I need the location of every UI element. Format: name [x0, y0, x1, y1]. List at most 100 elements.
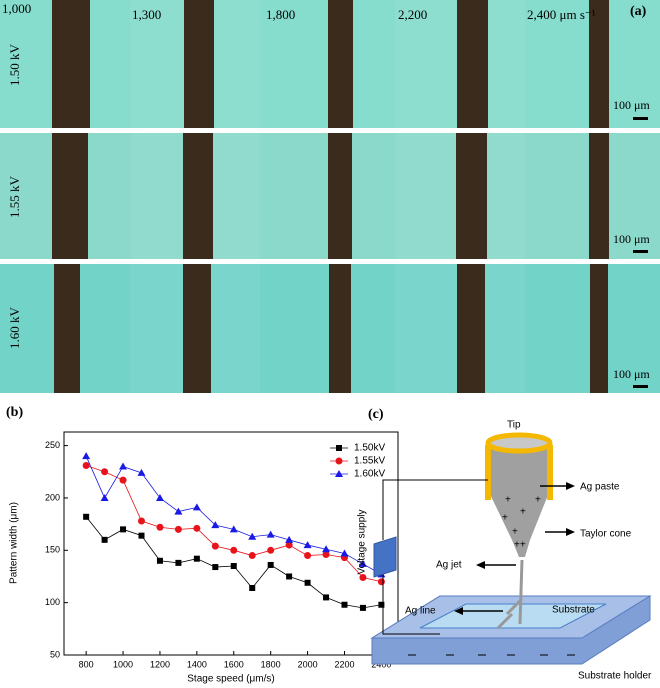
marker: [267, 561, 274, 568]
marker: [359, 604, 366, 611]
marker: [138, 532, 145, 539]
legend-label: 1.50kV: [354, 443, 385, 454]
marker: [359, 574, 367, 582]
marker: [378, 601, 385, 608]
micrograph: [0, 0, 660, 393]
marker: [212, 564, 219, 571]
speed-label: 1,300: [132, 7, 161, 22]
svg-text:+: +: [512, 527, 518, 538]
ag-line-label: Ag line: [405, 606, 436, 617]
tip-label: Tip: [507, 420, 521, 431]
substrate-holder-label: Substrate holder: [578, 671, 652, 682]
voltage-label: 1.50 kV: [7, 43, 22, 86]
marker: [101, 468, 109, 476]
marker: [248, 552, 256, 560]
ag-paste-label: Ag paste: [580, 482, 620, 493]
marker: [229, 525, 238, 533]
marker: [138, 517, 146, 525]
svg-text:++: ++: [514, 540, 526, 551]
marker: [267, 546, 275, 554]
taylor-cone-label: Taylor cone: [580, 529, 632, 540]
marker: [304, 552, 312, 560]
marker: [155, 493, 164, 501]
marker: [322, 550, 330, 558]
speed-label: 2,200: [398, 7, 427, 22]
marker: [285, 541, 293, 549]
y-tick-label: 250: [45, 440, 60, 450]
marker: [304, 579, 311, 586]
marker: [340, 549, 349, 557]
marker: [192, 503, 201, 511]
marker: [174, 525, 182, 533]
marker: [322, 545, 331, 553]
ag-jet-label: Ag jet: [436, 560, 462, 571]
x-tick-label: 1000: [113, 659, 133, 669]
voltage-label: 1.55 kV: [7, 175, 22, 218]
svg-text:+: +: [535, 495, 541, 506]
x-tick-label: 1200: [150, 659, 170, 669]
x-tick-label: 1600: [224, 659, 244, 669]
marker: [285, 535, 294, 543]
marker: [83, 513, 90, 520]
marker: [211, 542, 219, 550]
marker: [341, 601, 348, 608]
marker: [230, 546, 238, 554]
x-tick-label: 2000: [298, 659, 318, 669]
marker: [174, 507, 183, 515]
svg-text:+: +: [520, 507, 526, 518]
marker: [193, 524, 201, 532]
marker: [82, 452, 91, 460]
legend-marker: [335, 457, 343, 465]
marker: [211, 521, 220, 529]
y-tick-label: 200: [45, 492, 60, 502]
marker: [323, 594, 330, 601]
substrate-label: Substrate: [552, 605, 595, 616]
marker: [377, 578, 385, 586]
marker: [230, 563, 237, 570]
marker: [303, 541, 312, 549]
x-axis-label: Stage speed (μm/s): [187, 674, 274, 685]
panel-label: (a): [630, 4, 647, 19]
marker: [137, 468, 146, 476]
marker: [100, 493, 109, 501]
x-tick-label: 1400: [187, 659, 207, 669]
marker: [119, 476, 127, 484]
panel-label: (c): [368, 407, 384, 422]
marker: [119, 462, 128, 470]
y-tick-label: 100: [45, 597, 60, 607]
marker: [120, 526, 127, 533]
scale-bar-label: 100 μm: [613, 232, 650, 246]
marker: [266, 530, 275, 538]
marker: [101, 536, 108, 543]
panel-label: (b): [6, 405, 23, 420]
scale-bar-label: 100 μm: [613, 367, 650, 381]
y-tick-label: 50: [50, 649, 60, 659]
voltage-supply-label: Voltage supply: [357, 509, 368, 574]
speed-label: 1,000: [2, 1, 31, 16]
x-tick-label: 800: [79, 659, 94, 669]
y-tick-label: 150: [45, 545, 60, 555]
marker: [358, 559, 367, 567]
marker: [286, 573, 293, 580]
y-axis-label: Pattern width (μm): [9, 502, 20, 584]
marker: [249, 584, 256, 591]
marker: [156, 523, 164, 531]
speed-label: 2,400 μm s⁻¹: [527, 7, 596, 22]
plot-frame: [63, 431, 399, 656]
speed-label: 1,800: [266, 7, 295, 22]
svg-text:+: +: [502, 513, 508, 524]
diagram: + ++ ++++: [370, 432, 652, 665]
legend-label: 1.55kV: [354, 456, 385, 467]
marker: [156, 557, 163, 564]
x-tick-label: 2200: [334, 659, 354, 669]
x-tick-label: 1800: [261, 659, 281, 669]
scale-bar-label: 100 μm: [613, 98, 650, 112]
marker: [193, 555, 200, 562]
legend-marker: [335, 470, 343, 477]
voltage-label: 1.60 kV: [7, 306, 22, 349]
legend-marker: [336, 445, 342, 451]
marker: [175, 559, 182, 566]
marker: [248, 532, 257, 540]
legend-label: 1.60kV: [354, 469, 385, 480]
